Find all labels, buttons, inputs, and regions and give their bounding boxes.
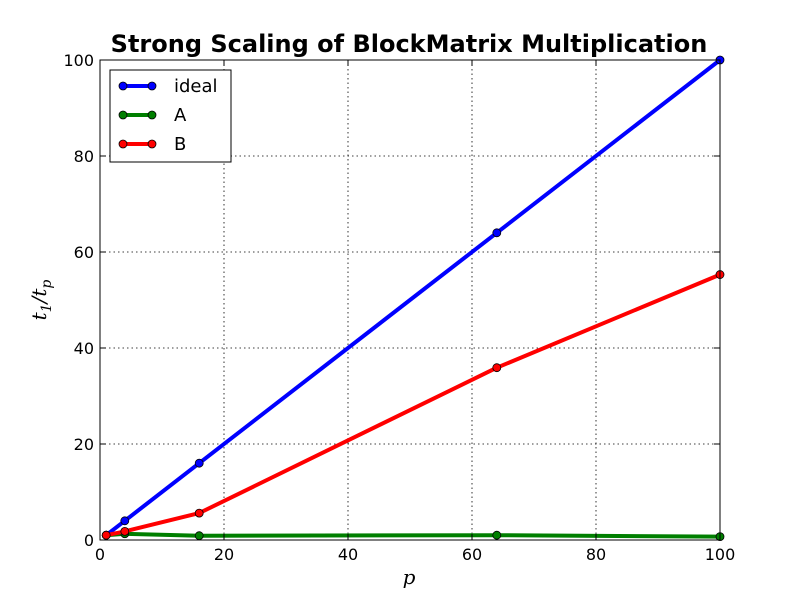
data-point [194, 531, 204, 541]
y-tick-label: 100 [63, 51, 94, 70]
y-axis-label: t1/tp [27, 280, 55, 321]
legend-marker [118, 81, 128, 91]
legend-label: B [174, 134, 186, 155]
y-tick-label: 80 [74, 147, 94, 166]
y-tick-label: 40 [74, 339, 94, 358]
series-layer [101, 55, 725, 542]
legend-item-ideal: ideal [118, 76, 218, 97]
data-point [120, 526, 130, 536]
data-point [492, 530, 502, 540]
grid-lines [100, 60, 720, 540]
legend-label: A [174, 105, 187, 126]
x-axis-label: p [403, 565, 416, 589]
x-tick-labels: 0 20 40 60 80 100 [95, 545, 735, 564]
x-tick-label: 20 [214, 545, 234, 564]
y-label-denominator: t [27, 288, 51, 297]
series-b [101, 270, 725, 540]
x-tick-label: 60 [462, 545, 482, 564]
data-point [492, 228, 502, 238]
y-tick-label: 20 [74, 435, 94, 454]
series-a [101, 529, 725, 542]
y-tick-labels: 0 20 40 60 80 100 [63, 51, 94, 550]
legend-marker [147, 81, 157, 91]
legend-item-a: A [118, 105, 187, 126]
chart-title: Strong Scaling of BlockMatrix Multiplica… [111, 30, 708, 58]
data-point [492, 363, 502, 373]
y-tick-label: 0 [84, 531, 94, 550]
legend-marker [147, 139, 157, 149]
axis-ticks [99, 59, 721, 541]
series-line [105, 272, 721, 538]
data-point [120, 516, 130, 526]
data-point [194, 458, 204, 468]
y-label-separator: / [27, 294, 51, 305]
plot-frame [99, 59, 721, 541]
data-point [101, 530, 111, 540]
legend-marker [147, 110, 157, 120]
legend-label: ideal [174, 76, 218, 97]
x-tick-label: 80 [586, 545, 606, 564]
legend-item-b: B [118, 134, 186, 155]
legend-marker [118, 139, 128, 149]
y-tick-label: 60 [74, 243, 94, 262]
legend-marker [118, 110, 128, 120]
legend: ideal AB [109, 69, 232, 163]
x-tick-label: 0 [95, 545, 105, 564]
x-tick-label: 40 [338, 545, 358, 564]
y-label-numerator-subscript: 1 [39, 303, 55, 312]
y-label-base: t [27, 311, 51, 320]
data-point [194, 508, 204, 518]
x-tick-label: 100 [705, 545, 736, 564]
y-label-denominator-subscript: p [39, 280, 55, 289]
